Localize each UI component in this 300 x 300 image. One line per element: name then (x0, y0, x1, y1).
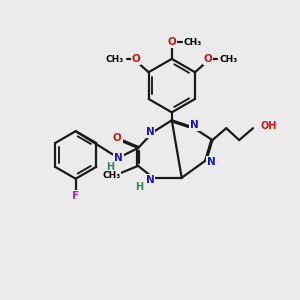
Text: H: H (135, 182, 143, 192)
Text: OH: OH (261, 121, 277, 131)
Text: N: N (190, 120, 199, 130)
Text: CH₃: CH₃ (102, 171, 121, 180)
Text: O: O (203, 54, 212, 64)
Text: CH₃: CH₃ (220, 55, 238, 64)
Text: H: H (106, 162, 114, 172)
Text: N: N (207, 157, 216, 167)
Text: O: O (113, 133, 122, 143)
Text: N: N (146, 127, 154, 137)
Text: N: N (114, 153, 123, 163)
Text: CH₃: CH₃ (184, 38, 202, 46)
Text: O: O (131, 54, 140, 64)
Text: CH₃: CH₃ (106, 55, 124, 64)
Text: N: N (146, 175, 154, 185)
Text: O: O (167, 37, 176, 47)
Text: F: F (72, 190, 79, 201)
